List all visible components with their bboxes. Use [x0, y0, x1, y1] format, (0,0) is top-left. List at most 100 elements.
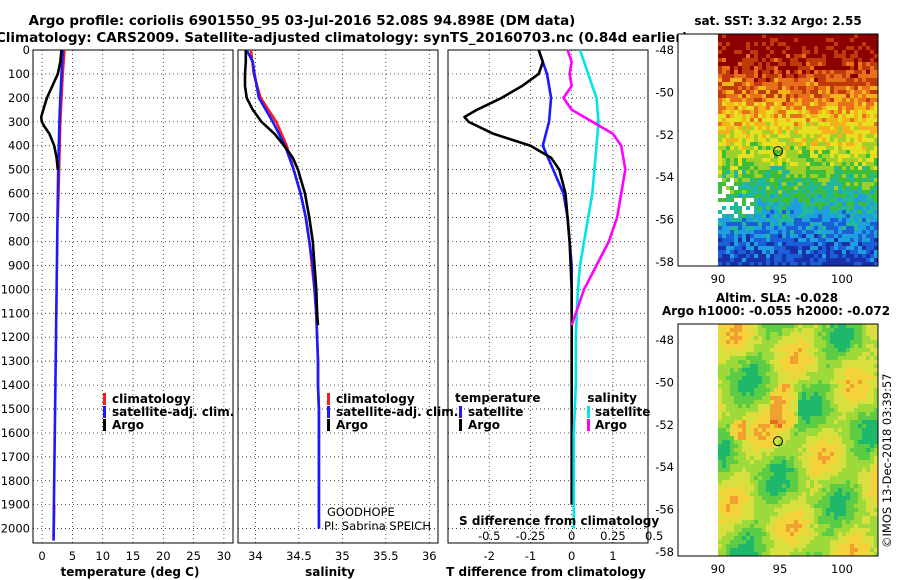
map-cell — [818, 496, 823, 501]
map-cell — [846, 214, 851, 219]
map-cell — [822, 90, 827, 95]
salinity-legend: climatology satellite-adj. clim. Argo — [327, 392, 458, 432]
map-cell — [786, 54, 791, 59]
pi-note: PI: Sabrina SPEICH — [324, 519, 431, 533]
map-cell — [838, 380, 843, 385]
map-cell — [738, 82, 743, 87]
map-cell — [814, 178, 819, 183]
map-cell — [718, 238, 723, 243]
map-cell — [718, 420, 723, 425]
map-cell — [806, 150, 811, 155]
map-cell — [738, 372, 743, 377]
y-tick-label: 1300 — [1, 354, 30, 368]
map-cell — [726, 420, 731, 425]
map-cell — [830, 448, 835, 453]
map-cell — [822, 238, 827, 243]
map-cell — [846, 98, 851, 103]
map-cell — [722, 480, 727, 485]
map-cell — [722, 528, 727, 533]
map-cell — [754, 114, 759, 119]
map-cell — [790, 380, 795, 385]
map-cell — [874, 516, 879, 521]
map-cell — [814, 218, 819, 223]
map-cell — [790, 154, 795, 159]
map-cell — [850, 238, 855, 243]
map-cell — [746, 262, 751, 267]
map-cell — [762, 34, 767, 39]
map-cell — [766, 170, 771, 175]
map-cell — [742, 110, 747, 115]
map-cell — [870, 158, 875, 163]
map-cell — [842, 210, 847, 215]
map-cell — [782, 186, 787, 191]
map-cell — [782, 532, 787, 537]
map-cell — [722, 154, 727, 159]
map-cell — [746, 94, 751, 99]
map-cell — [866, 70, 871, 75]
map-cell — [822, 82, 827, 87]
map-cell — [858, 38, 863, 43]
map-cell — [778, 194, 783, 199]
map-cell — [778, 360, 783, 365]
map-cell — [770, 34, 775, 39]
map-cell — [834, 102, 839, 107]
map-cell — [766, 54, 771, 59]
map-cell — [798, 190, 803, 195]
map-cell — [838, 46, 843, 51]
map-cell — [794, 150, 799, 155]
map-cell — [722, 66, 727, 71]
map-cell — [850, 468, 855, 473]
map-cell — [850, 146, 855, 151]
map-cell — [718, 544, 723, 549]
map-cell — [742, 38, 747, 43]
map-cell — [806, 536, 811, 541]
map-cell — [790, 548, 795, 553]
map-cell — [810, 484, 815, 489]
map-cell — [766, 82, 771, 87]
map-cell — [798, 154, 803, 159]
map-cell — [866, 424, 871, 429]
map-cell — [806, 86, 811, 91]
map-cell — [802, 150, 807, 155]
y-tick-label: 2000 — [1, 522, 30, 536]
map-cell — [862, 166, 867, 171]
map-cell — [810, 98, 815, 103]
map-cell — [762, 456, 767, 461]
map-cell — [778, 524, 783, 529]
map-cell — [802, 336, 807, 341]
map-cell — [798, 194, 803, 199]
map-cell — [854, 198, 859, 203]
map-cell — [854, 412, 859, 417]
map-cell — [850, 194, 855, 199]
map-cell — [874, 230, 879, 235]
map-cell — [846, 488, 851, 493]
map-cell — [774, 246, 779, 251]
map-cell — [774, 154, 779, 159]
map-cell — [834, 70, 839, 75]
map-cell — [854, 424, 859, 429]
map-cell — [854, 416, 859, 421]
map-cell — [722, 384, 727, 389]
map-cell — [862, 190, 867, 195]
map-cell — [822, 516, 827, 521]
map-cell — [838, 508, 843, 513]
map-cell — [874, 242, 879, 247]
map-cell — [818, 404, 823, 409]
map-cell — [858, 508, 863, 513]
map-cell — [738, 492, 743, 497]
map-cell — [874, 468, 879, 473]
map-cell — [766, 380, 771, 385]
map-cell — [842, 408, 847, 413]
map-cell — [750, 428, 755, 433]
map-cell — [854, 344, 859, 349]
map-cell — [730, 440, 735, 445]
map-cell — [870, 484, 875, 489]
map-cell — [794, 540, 799, 545]
map-cell — [850, 46, 855, 51]
map-cell — [818, 372, 823, 377]
map-cell — [854, 488, 859, 493]
map-cell — [774, 460, 779, 465]
map-cell — [874, 332, 879, 337]
map-cell — [818, 420, 823, 425]
map-cell — [718, 214, 723, 219]
